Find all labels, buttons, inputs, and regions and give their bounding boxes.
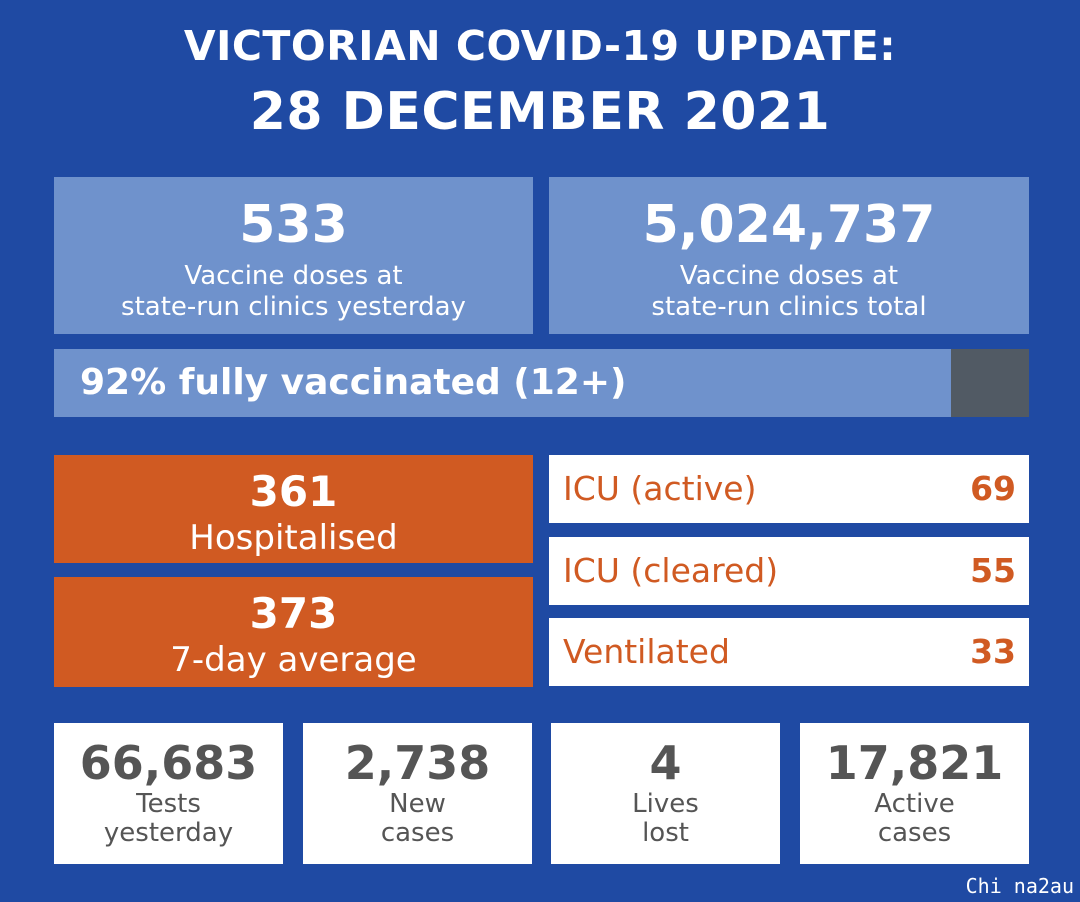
- active-cases-value: 17,821: [825, 736, 1004, 790]
- active-cases-label-2: cases: [877, 818, 952, 848]
- seven-day-average-card: 373 7-day average: [54, 577, 533, 687]
- ventilated-label: Ventilated: [563, 632, 730, 671]
- hospitalised-card: 361 Hospitalised: [54, 455, 533, 563]
- new-cases-label-2: cases: [380, 818, 455, 848]
- icu-cleared-value: 55: [970, 551, 1016, 590]
- vaccine-doses-total-label-2: state-run clinics total: [651, 292, 927, 322]
- vaccine-doses-total-label-1: Vaccine doses at: [679, 261, 899, 291]
- vaccination-progress-bar: 92% fully vaccinated (12+): [54, 349, 1029, 417]
- tests-yesterday-label-2: yesterday: [103, 818, 234, 848]
- tests-yesterday-value: 66,683: [79, 736, 258, 790]
- lives-lost-card: 4 Lives lost: [551, 723, 780, 864]
- vaccination-progress-text: 92% fully vaccinated (12+): [80, 362, 627, 403]
- lives-lost-value: 4: [649, 736, 682, 790]
- watermark-credit: Chi na2au: [965, 874, 1074, 898]
- lives-lost-label-1: Lives: [632, 789, 699, 819]
- vaccine-doses-yesterday-label-1: Vaccine doses at: [184, 261, 403, 291]
- icu-cleared-row: ICU (cleared) 55: [549, 537, 1029, 605]
- vaccination-progress-fill: [54, 349, 951, 417]
- lives-lost-label-2: lost: [642, 818, 689, 848]
- vaccine-doses-total-card: 5,024,737 Vaccine doses at state-run cli…: [549, 177, 1029, 334]
- hospitalised-value: 361: [249, 467, 338, 516]
- vaccine-doses-yesterday-value: 533: [239, 195, 348, 255]
- tests-yesterday-card: 66,683 Tests yesterday: [54, 723, 283, 864]
- icu-active-label: ICU (active): [563, 469, 757, 508]
- ventilated-value: 33: [970, 632, 1016, 671]
- vaccine-doses-total-value: 5,024,737: [642, 195, 936, 255]
- vaccine-doses-yesterday-card: 533 Vaccine doses at state-run clinics y…: [54, 177, 533, 334]
- seven-day-average-label: 7-day average: [170, 640, 417, 680]
- icu-active-value: 69: [970, 469, 1016, 508]
- seven-day-average-value: 373: [249, 589, 338, 638]
- new-cases-value: 2,738: [344, 736, 491, 790]
- active-cases-card: 17,821 Active cases: [800, 723, 1029, 864]
- new-cases-label-1: New: [389, 789, 446, 819]
- hospitalised-label: Hospitalised: [189, 518, 398, 558]
- icu-active-row: ICU (active) 69: [549, 455, 1029, 523]
- tests-yesterday-label-1: Tests: [136, 789, 201, 819]
- vaccine-doses-yesterday-label-2: state-run clinics yesterday: [121, 292, 466, 322]
- new-cases-card: 2,738 New cases: [303, 723, 532, 864]
- icu-cleared-label: ICU (cleared): [563, 551, 779, 590]
- title-line-1: VICTORIAN COVID-19 UPDATE:: [183, 22, 897, 70]
- title-date: 28 DECEMBER 2021: [249, 82, 831, 142]
- ventilated-row: Ventilated 33: [549, 618, 1029, 686]
- active-cases-label-1: Active: [874, 789, 955, 819]
